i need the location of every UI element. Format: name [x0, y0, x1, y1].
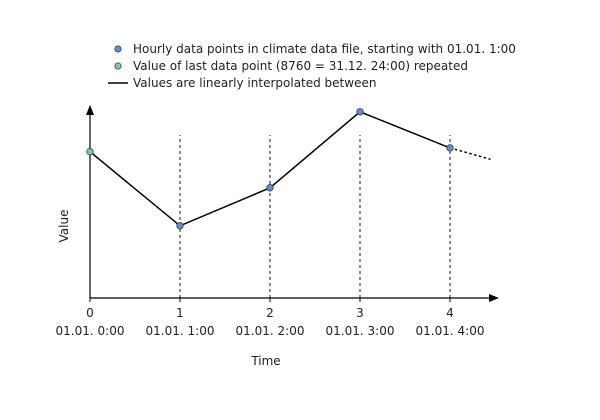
legend-marker: [114, 45, 122, 53]
data-point: [266, 184, 274, 192]
x-date-label: 01.01. 3:00: [326, 324, 395, 338]
data-point: [86, 148, 94, 156]
data-point: [356, 108, 364, 116]
legend-label: Values are linearly interpolated between: [133, 76, 376, 90]
x-tick-label: 4: [446, 306, 454, 320]
x-date-label: 01.01. 2:00: [236, 324, 305, 338]
x-date-label: 01.01. 1:00: [146, 324, 215, 338]
x-tick-label: 3: [356, 306, 364, 320]
series-line: [89, 110, 451, 227]
y-axis-label: Value: [57, 210, 71, 243]
x-axis-label: Time: [250, 354, 280, 368]
series-extension: [449, 147, 491, 161]
x-ticks: 0 01.01. 0:00 1 01.01. 1:00 2 01.01. 2:00 3 01.…: [56, 298, 485, 338]
x-tick-label: 0: [86, 306, 94, 320]
legend-marker: [114, 62, 122, 70]
legend: Hourly data points in climate data file,…: [108, 42, 516, 90]
x-date-label: 01.01. 0:00: [56, 324, 125, 338]
x-tick-label: 2: [266, 306, 274, 320]
legend-label: Value of last data point (8760 = 31.12. …: [133, 59, 468, 73]
x-date-label: 01.01. 4:00: [416, 324, 485, 338]
y-axis-arrow: [86, 105, 94, 115]
x-tick-label: 1: [176, 306, 184, 320]
data-point: [446, 144, 454, 152]
gridlines: [179, 135, 451, 298]
x-axis-arrow: [489, 294, 499, 302]
data-point: [176, 222, 184, 230]
legend-label: Hourly data points in climate data file,…: [133, 42, 516, 56]
axes: [86, 105, 499, 302]
series: [89, 110, 491, 227]
data-points: [86, 108, 454, 230]
